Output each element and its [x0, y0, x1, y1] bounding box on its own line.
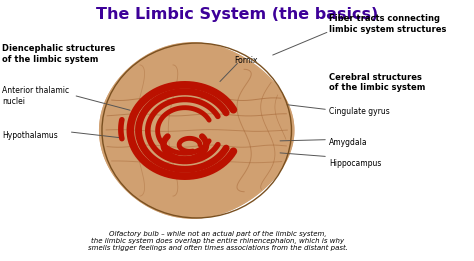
- Text: Cerebral structures
of the limbic system: Cerebral structures of the limbic system: [329, 73, 426, 92]
- Text: Diencephalic structures
of the limbic system: Diencephalic structures of the limbic sy…: [2, 44, 116, 64]
- Text: Amygdala: Amygdala: [329, 138, 368, 147]
- Polygon shape: [100, 43, 294, 218]
- Text: Cingulate gyrus: Cingulate gyrus: [329, 107, 390, 116]
- Text: Olfactory bulb – while not an actual part of the limbic system,
the limbic syste: Olfactory bulb – while not an actual par…: [88, 231, 348, 251]
- Text: Hypothalamus: Hypothalamus: [2, 130, 58, 139]
- Text: Hippocampus: Hippocampus: [329, 159, 382, 168]
- Polygon shape: [100, 43, 294, 218]
- Text: Fornix: Fornix: [235, 56, 258, 65]
- Text: Anterior thalamic
nuclei: Anterior thalamic nuclei: [2, 86, 70, 105]
- Text: The Limbic System (the basics): The Limbic System (the basics): [96, 7, 378, 21]
- Text: Fiber tracts connecting
limbic system structures: Fiber tracts connecting limbic system st…: [329, 14, 447, 34]
